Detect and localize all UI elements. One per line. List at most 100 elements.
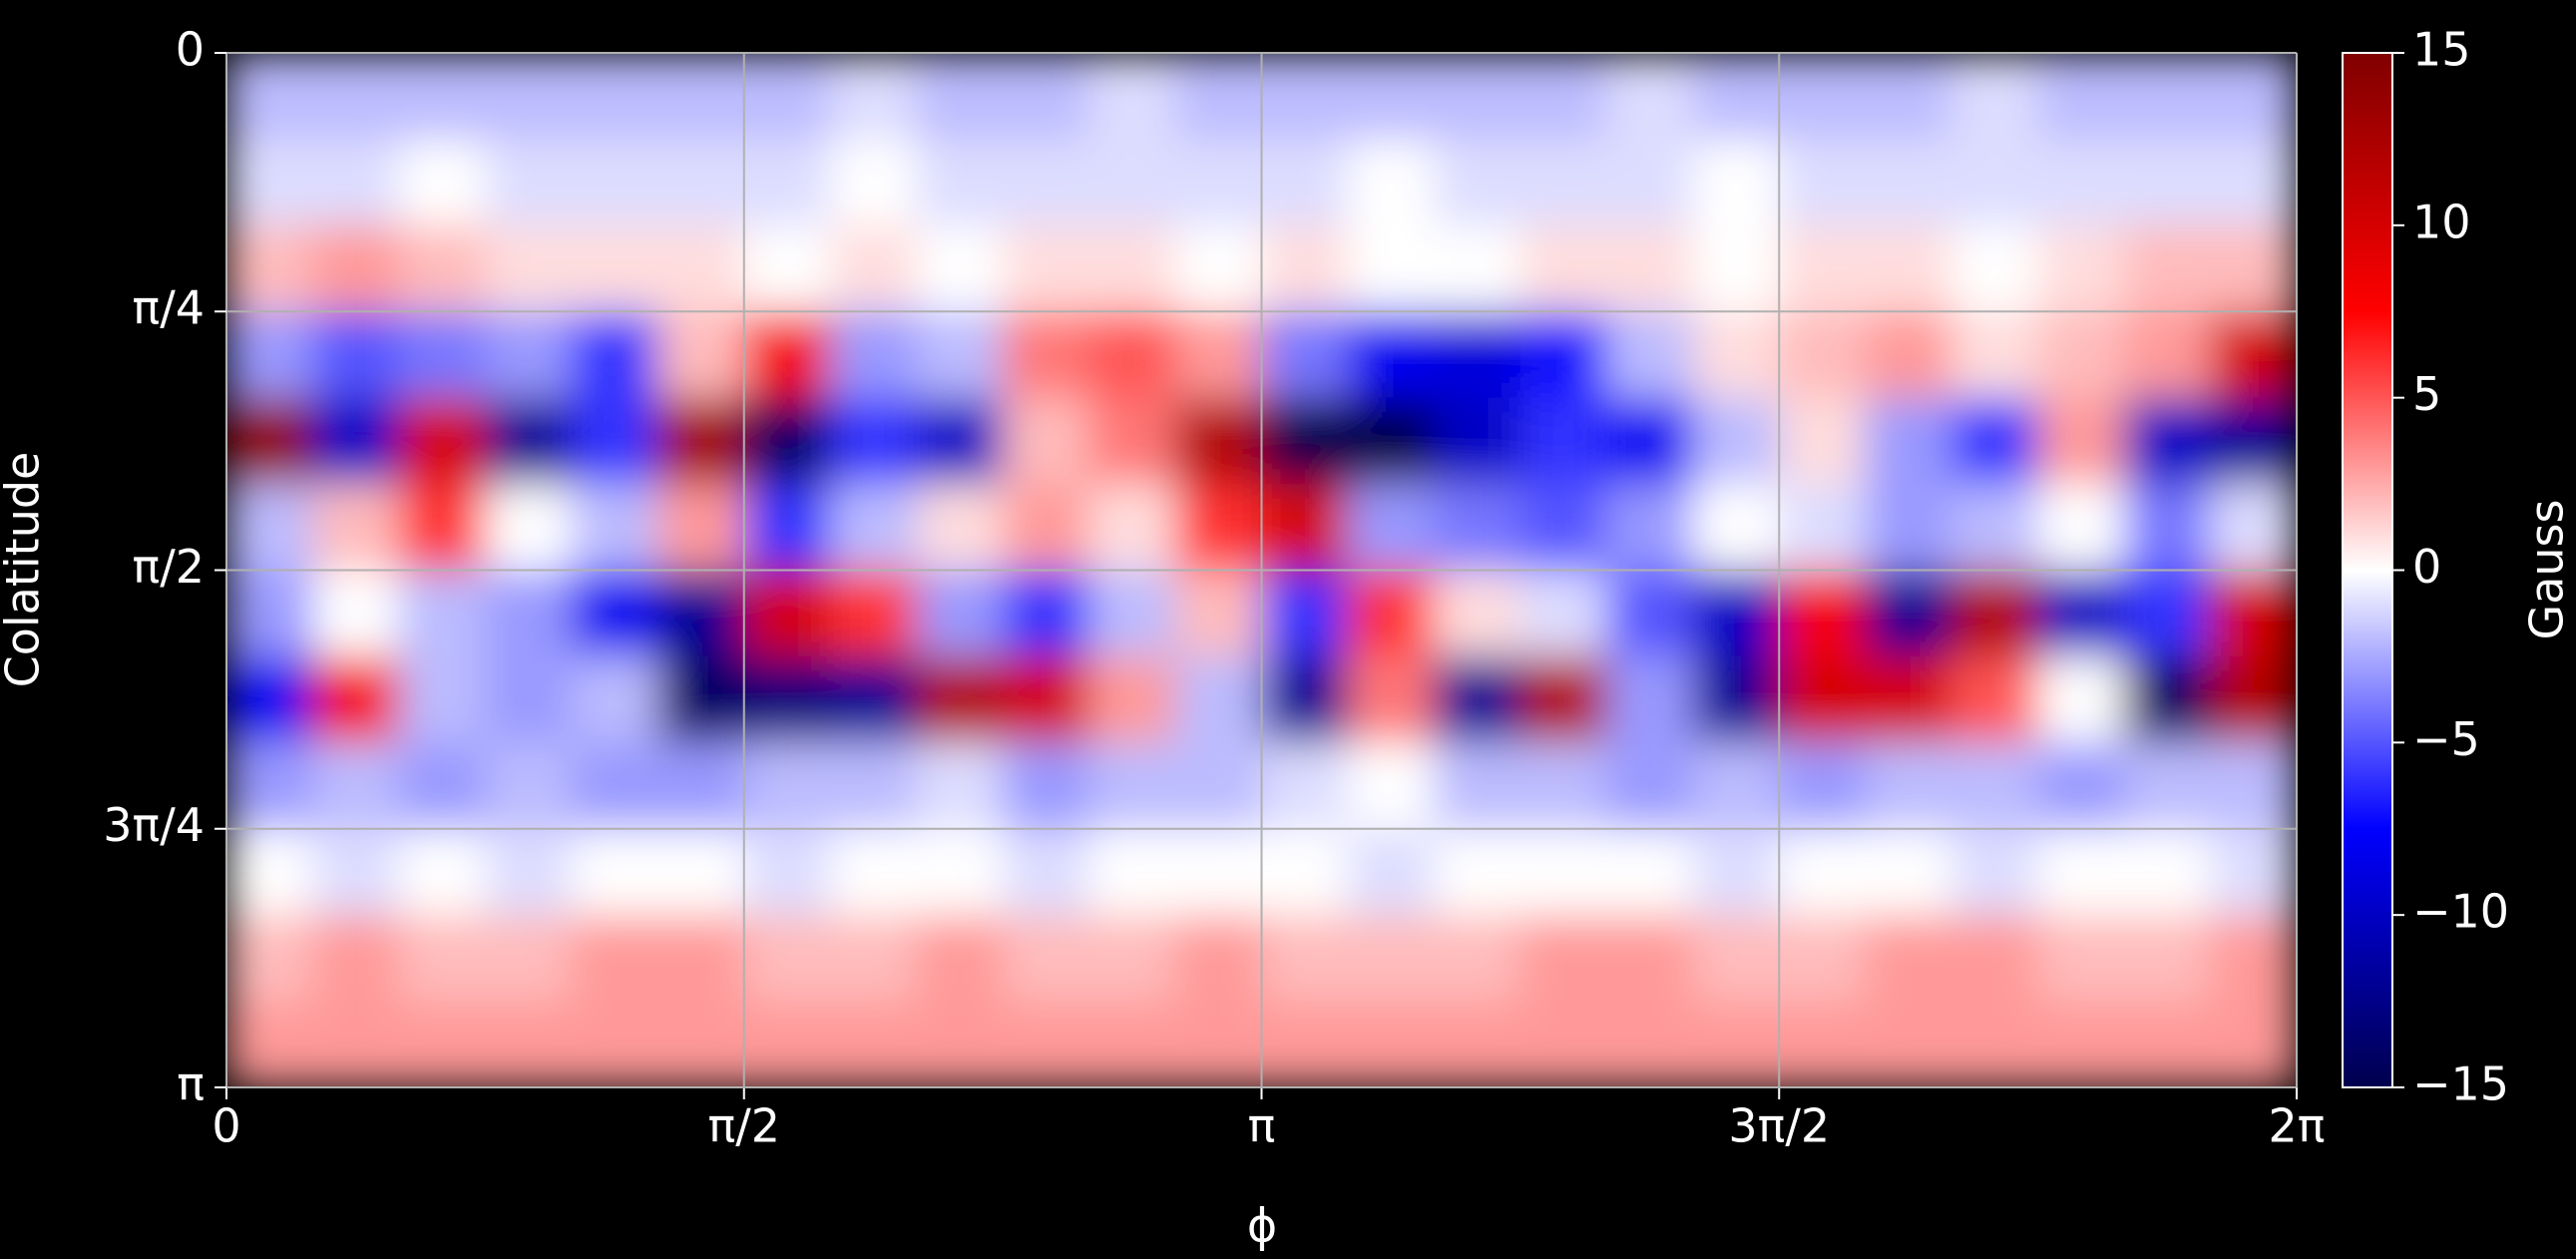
- cell: [312, 570, 400, 657]
- cell: [1175, 224, 1262, 312]
- cell: [1003, 224, 1090, 312]
- cell: [830, 655, 918, 743]
- cell: [2210, 742, 2297, 830]
- cell: [1606, 397, 1694, 485]
- cell: [1865, 311, 1952, 399]
- y-axis-label: Colatitude: [0, 452, 50, 688]
- cell: [1261, 311, 1349, 399]
- cell: [1347, 915, 1435, 1003]
- cell: [1434, 53, 1521, 140]
- cell: [2210, 484, 2297, 571]
- cell: [312, 915, 400, 1003]
- cell: [1951, 828, 2039, 916]
- cell: [1692, 311, 1780, 399]
- cell: [657, 915, 745, 1003]
- cell: [1088, 828, 1176, 916]
- cell: [2037, 915, 2125, 1003]
- cell: [1347, 1001, 1435, 1087]
- cell: [916, 570, 1004, 657]
- cell: [2210, 655, 2297, 743]
- cell: [1519, 484, 1607, 571]
- cell: [398, 484, 486, 571]
- cell: [1865, 484, 1952, 571]
- cell: [2037, 1001, 2125, 1087]
- cell: [1606, 311, 1694, 399]
- cell: [2037, 484, 2125, 571]
- cell: [571, 224, 658, 312]
- cell: [571, 828, 658, 916]
- cell: [2124, 915, 2212, 1003]
- y-tick-label: π/2: [133, 540, 205, 594]
- cell: [1261, 915, 1349, 1003]
- cell: [1003, 570, 1090, 657]
- cell: [312, 655, 400, 743]
- cell: [1519, 655, 1607, 743]
- cell: [2124, 828, 2212, 916]
- cell: [1088, 397, 1176, 485]
- cell: [1088, 484, 1176, 571]
- colorbar: [2342, 52, 2393, 1088]
- cell: [1347, 570, 1435, 657]
- cell: [743, 915, 831, 1003]
- cell: [1347, 742, 1435, 830]
- cell: [1865, 53, 1952, 140]
- cell: [1865, 915, 1952, 1003]
- cell: [1003, 311, 1090, 399]
- cell: [1261, 1001, 1349, 1087]
- cell: [743, 53, 831, 140]
- cell: [1434, 397, 1521, 485]
- cell: [398, 1001, 486, 1087]
- cell: [1779, 484, 1867, 571]
- cell: [226, 224, 313, 312]
- cell: [916, 224, 1004, 312]
- cell: [312, 1001, 400, 1087]
- cell: [2037, 742, 2125, 830]
- cell: [1779, 655, 1867, 743]
- cell: [1779, 224, 1867, 312]
- cell: [1175, 53, 1262, 140]
- cell: [1606, 915, 1694, 1003]
- cell: [571, 53, 658, 140]
- cell: [2124, 139, 2212, 226]
- cell: [1692, 224, 1780, 312]
- cell: [916, 484, 1004, 571]
- cell: [1003, 139, 1090, 226]
- cell: [1347, 311, 1435, 399]
- cell: [1003, 1001, 1090, 1087]
- cell: [916, 311, 1004, 399]
- cell: [1175, 570, 1262, 657]
- cell: [1519, 570, 1607, 657]
- cell: [1692, 1001, 1780, 1087]
- cell: [916, 915, 1004, 1003]
- cell: [1261, 224, 1349, 312]
- cell: [743, 1001, 831, 1087]
- cell: [1779, 915, 1867, 1003]
- cell: [1692, 397, 1780, 485]
- heatmap: [226, 53, 2297, 1087]
- cell: [485, 397, 573, 485]
- cell: [743, 742, 831, 830]
- x-tick-label: 0: [212, 1099, 240, 1153]
- cell: [657, 224, 745, 312]
- colorbar-tick-label: 5: [2412, 367, 2441, 421]
- cell: [2210, 311, 2297, 399]
- cell: [1434, 742, 1521, 830]
- cell: [1175, 484, 1262, 571]
- cell: [1088, 224, 1176, 312]
- cell: [1519, 1001, 1607, 1087]
- cell: [657, 139, 745, 226]
- cell: [1088, 311, 1176, 399]
- cell: [743, 655, 831, 743]
- cell: [1175, 1001, 1262, 1087]
- cell: [1951, 224, 2039, 312]
- cell: [1606, 655, 1694, 743]
- cell: [2037, 397, 2125, 485]
- cell: [1865, 742, 1952, 830]
- cell: [571, 1001, 658, 1087]
- cell: [1779, 53, 1867, 140]
- x-tick-label: 2π: [2269, 1099, 2326, 1153]
- cell: [1606, 224, 1694, 312]
- y-tick-label: π: [177, 1057, 205, 1111]
- cell: [1088, 570, 1176, 657]
- colorbar-tick-label: 10: [2412, 195, 2471, 248]
